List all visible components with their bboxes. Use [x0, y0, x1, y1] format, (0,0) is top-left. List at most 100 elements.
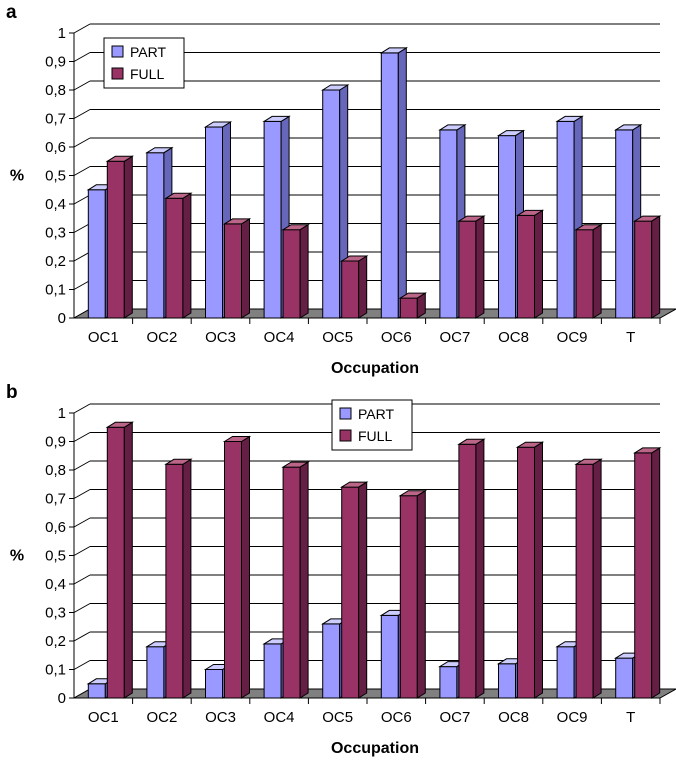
gridline-depth — [73, 432, 91, 442]
gridline-depth — [73, 137, 91, 148]
gridline-depth — [73, 280, 91, 290]
bar-front — [634, 220, 653, 319]
bar-top — [281, 461, 310, 468]
bar-side — [358, 481, 368, 699]
y-tick-label: 1 — [58, 405, 66, 422]
legend: PART FULL — [103, 37, 185, 89]
gridline-depth — [73, 23, 91, 34]
bar-top — [457, 215, 486, 222]
legend-swatch-full — [111, 67, 124, 80]
bar-top — [574, 224, 603, 231]
y-tick-label: 0,3 — [45, 605, 66, 622]
bar-front — [556, 120, 575, 319]
bar-side — [475, 215, 485, 319]
bar-front — [224, 441, 242, 699]
x-tick-label: OC7 — [439, 709, 470, 726]
bar-side — [182, 458, 192, 699]
bar-front — [341, 260, 360, 319]
bar-front — [498, 135, 516, 319]
panel-label-a: a — [6, 2, 17, 23]
bar-top — [555, 115, 584, 122]
x-tick-label: OC8 — [498, 329, 529, 346]
x-tick-label: OC3 — [205, 709, 236, 726]
bar-top — [496, 130, 526, 137]
gridline-depth — [73, 460, 91, 471]
y-tick-label: 0,5 — [45, 168, 66, 185]
bar-top — [574, 458, 603, 465]
bar-top — [222, 436, 252, 442]
y-tick-label: 0 — [58, 310, 66, 327]
bar-side — [358, 255, 368, 319]
bar-top — [164, 192, 193, 199]
bar-side — [592, 223, 602, 319]
bar-side — [534, 441, 543, 699]
x-tick-label: T — [626, 709, 635, 726]
bar-full-t — [632, 215, 662, 319]
bar-front — [615, 657, 634, 699]
bar-top — [262, 115, 291, 122]
x-tick-label: OC4 — [264, 329, 295, 346]
bar-full-oc9 — [574, 458, 603, 699]
x-axis-title: Occupation — [331, 740, 419, 757]
bar-front — [575, 229, 594, 319]
bar-full-oc6 — [398, 292, 428, 319]
bar-front — [205, 126, 223, 319]
y-tick-label: 0,8 — [45, 462, 66, 479]
bar-full-oc7 — [457, 438, 486, 699]
bar-front — [146, 646, 165, 699]
bar-front — [87, 683, 106, 699]
bar-front — [106, 160, 125, 319]
bar-top — [281, 224, 310, 231]
y-tick-label: 0,9 — [45, 54, 66, 71]
bar-full-oc8 — [515, 441, 545, 699]
bar-top — [515, 209, 545, 216]
bar-front — [615, 129, 634, 319]
legend-label-full: FULL — [358, 428, 392, 444]
y-tick-label: 0,4 — [45, 196, 66, 213]
bar-front — [634, 452, 653, 699]
gridline-depth — [73, 631, 91, 642]
bar-top — [145, 147, 174, 154]
bar-front — [282, 229, 301, 319]
gridline-depth — [73, 546, 91, 556]
bar-top — [632, 215, 662, 222]
bar-top — [105, 421, 135, 428]
x-tick-label: OC5 — [322, 709, 353, 726]
gridline-depth — [73, 52, 91, 62]
bar-front — [224, 223, 242, 319]
y-tick-label: 0,9 — [45, 434, 66, 451]
bar-top — [320, 84, 350, 91]
bar-top — [339, 481, 369, 488]
bar-full-t — [632, 446, 662, 699]
chart-b-svg: 0 0,1 0,2 0,3 0,4 0,5 0,6 0,7 0,8 0,9 1% OC1 OC2 OC3 O… — [10, 399, 676, 757]
y-tick-label: 0,3 — [45, 225, 66, 242]
bar-front — [399, 495, 418, 699]
gridline-depth — [73, 80, 91, 91]
x-tick-label: OC9 — [557, 709, 588, 726]
bar-side — [299, 461, 309, 699]
bar-part-oc5 — [320, 84, 350, 319]
x-tick-label: OC9 — [557, 329, 588, 346]
x-tick-label: OC8 — [498, 709, 529, 726]
gridline-depth — [73, 109, 91, 119]
bar-side — [651, 215, 661, 319]
bar-top — [613, 124, 643, 131]
bar-full-oc9 — [574, 223, 603, 319]
bar-side — [534, 209, 543, 319]
bar-side — [299, 223, 309, 319]
y-tick-label: 0,2 — [45, 633, 66, 650]
x-axis-title: Occupation — [331, 360, 419, 377]
x-tick-label: OC6 — [381, 329, 412, 346]
bar-front — [556, 646, 575, 699]
chart-a-svg: 0 0,1 0,2 0,3 0,4 0,5 0,6 0,7 0,8 0,9 1% OC1 OC2 OC3 O… — [10, 23, 676, 377]
bar-front — [517, 214, 535, 319]
bar-front — [458, 443, 477, 699]
y-tick-label: 0 — [58, 690, 66, 707]
x-tick-label: OC6 — [381, 709, 412, 726]
gridline-depth — [73, 603, 91, 613]
y-tick-label: 0,4 — [45, 576, 66, 593]
bar-side — [651, 446, 661, 699]
bar-front — [146, 152, 165, 319]
bar-front — [439, 666, 458, 699]
bar-top — [398, 490, 428, 497]
